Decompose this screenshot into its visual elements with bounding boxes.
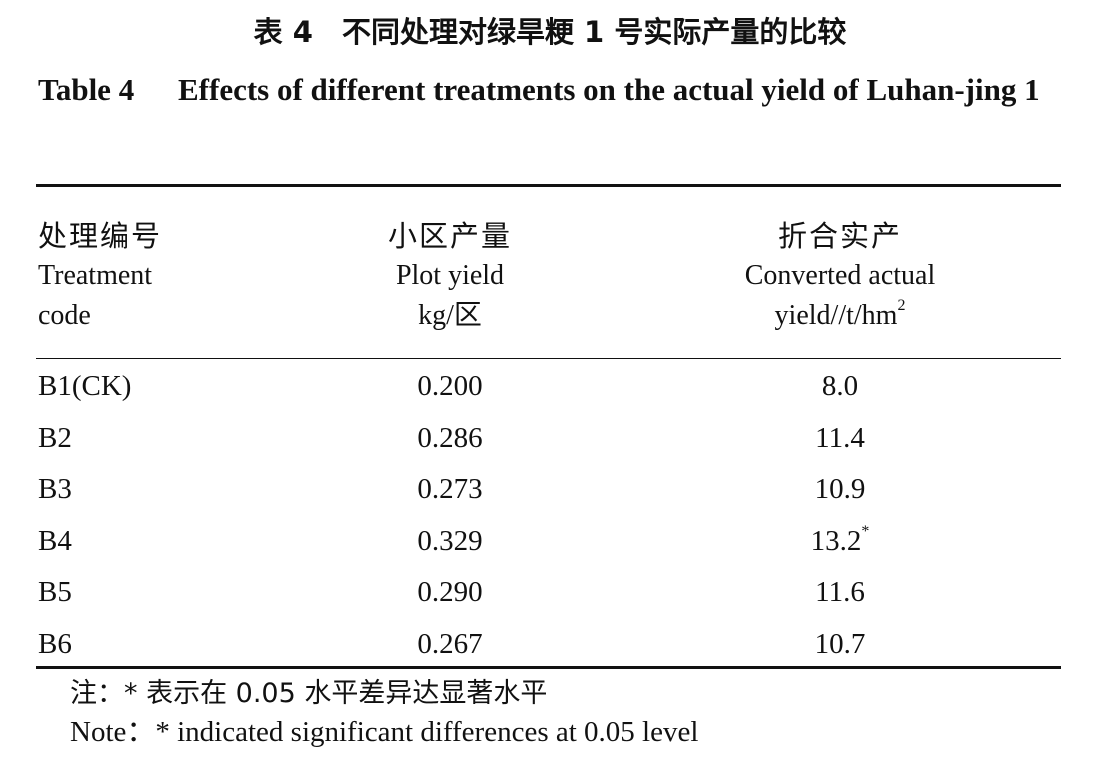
column-header-en-line1: Converted actual [744, 260, 936, 291]
column-header-en-line2: code [38, 300, 91, 331]
table-title-english: Effects of different treatments on the a… [178, 72, 1040, 107]
table-note-english: Note：* indicated significant differences… [70, 716, 699, 748]
table-header-rule [36, 358, 1061, 359]
treatment-code-cell: B6 [38, 627, 72, 660]
converted-yield-cell: 11.4 [700, 414, 980, 462]
converted-yield-value: 11.4 [815, 421, 865, 454]
column-header-en-line1: Plot yield [395, 260, 505, 291]
converted-yield-value: 13.2 [810, 524, 862, 557]
table-title-english-label: Table 4 [38, 72, 135, 107]
column-header-zh: 小区产量 [387, 219, 512, 253]
table-body: B1(CK) 0.200 8.0 B2 0.286 11.4 B3 0.273 … [0, 362, 1106, 672]
plot-yield-cell: 0.267 [417, 627, 483, 660]
table-row: B1(CK) 0.200 8.0 [0, 362, 1106, 414]
table-top-rule [36, 184, 1061, 187]
column-header-zh: 处理编号 [38, 219, 163, 253]
converted-yield-cell: 13.2* [700, 517, 980, 565]
converted-yield-value: 10.7 [814, 627, 866, 660]
treatment-code-cell: B4 [38, 524, 72, 557]
column-header-unit: yield//t/hm [774, 300, 898, 331]
table-row: B3 0.273 10.9 [0, 465, 1106, 517]
treatment-code-cell: B5 [38, 576, 72, 609]
treatment-code-cell: B3 [38, 473, 72, 506]
table-bottom-rule [36, 666, 1061, 669]
converted-yield-cell: 10.9 [700, 465, 980, 513]
table-row: B5 0.290 11.6 [0, 568, 1106, 620]
converted-yield-cell: 8.0 [700, 362, 980, 410]
column-header-en-line2: kg/区 [418, 300, 482, 331]
column-header-en-line1: Treatment [38, 260, 153, 291]
table-note-chinese: 注：* 表示在 0.05 水平差异达显著水平 [70, 678, 548, 709]
column-header-unit-exponent: 2 [897, 297, 906, 314]
plot-yield-cell: 0.200 [417, 370, 483, 402]
table-row: B2 0.286 11.4 [0, 414, 1106, 466]
column-header-zh: 折合实产 [777, 219, 902, 253]
column-header-plot-yield: 小区产量 Plot yield kg/区 [350, 216, 550, 336]
plot-yield-cell: 0.290 [417, 576, 483, 609]
plot-yield-cell: 0.273 [417, 473, 483, 506]
column-header-converted-yield: 折合实产 Converted actual yield//t/hm2 [700, 216, 980, 336]
converted-yield-value: 8.0 [821, 370, 859, 402]
table-row: B4 0.329 13.2* [0, 517, 1106, 569]
treatment-code-cell: B1(CK) [38, 370, 132, 402]
table-row: B6 0.267 10.7 [0, 620, 1106, 672]
converted-yield-value: 10.9 [814, 473, 866, 506]
converted-yield-value: 11.6 [815, 576, 865, 609]
plot-yield-cell: 0.329 [417, 524, 483, 557]
converted-yield-cell: 10.7 [700, 620, 980, 668]
significance-mark: * [861, 522, 870, 540]
treatment-code-cell: B2 [38, 421, 72, 454]
converted-yield-cell: 11.6 [700, 568, 980, 616]
column-header-treatment-code: 处理编号 Treatment code [38, 216, 162, 336]
column-header-en-line2: yield//t/hm2 [700, 296, 980, 336]
table-title-chinese: 表 4 不同处理对绿旱粳 1 号实际产量的比较 [253, 15, 847, 49]
plot-yield-cell: 0.286 [417, 421, 483, 454]
